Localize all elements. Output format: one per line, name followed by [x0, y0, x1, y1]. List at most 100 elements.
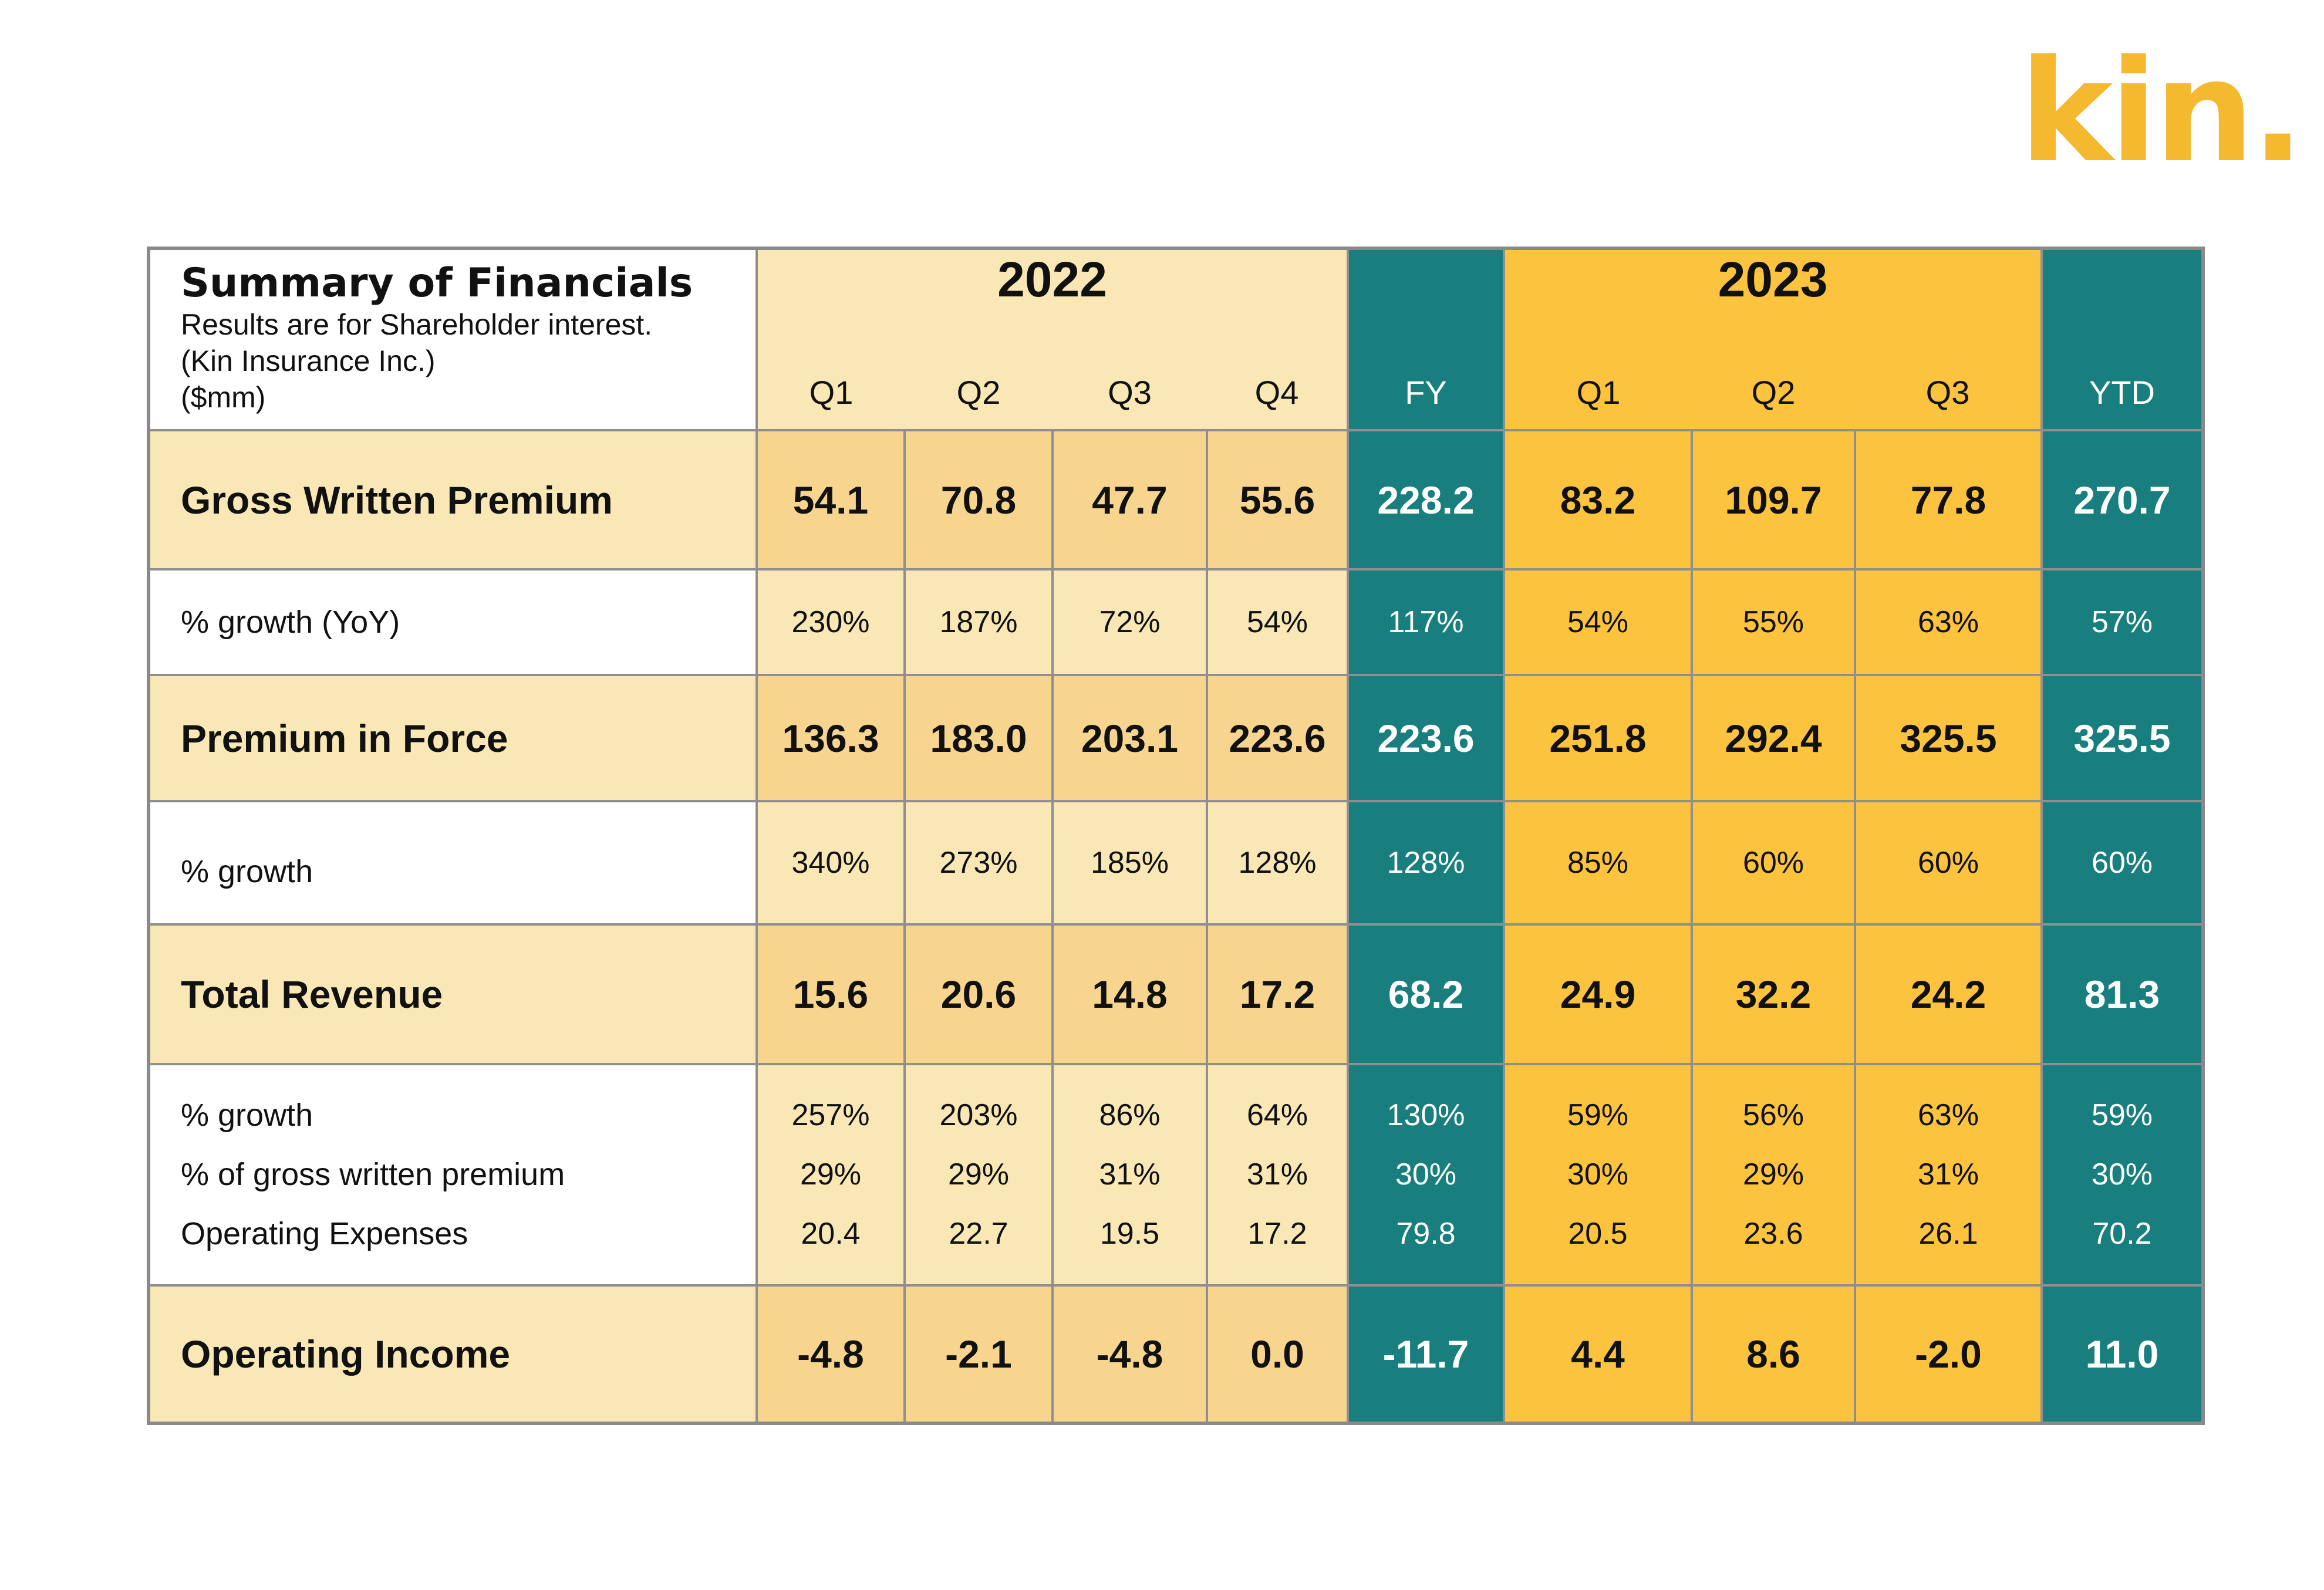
row-label-gwp: Gross Written Premium	[147, 429, 758, 570]
cell-value: 54%	[1206, 568, 1349, 676]
table-title: Summary of Financials	[181, 260, 693, 306]
cell-value: 70.8	[903, 429, 1054, 570]
col-header-2022-q1: Q1	[755, 333, 905, 431]
cell-group: 56% 29% 23.6	[1691, 1063, 1856, 1287]
cell-value: 15.6	[755, 923, 906, 1065]
col-header-2022-q3: Q3	[1053, 333, 1207, 431]
cell-group: 257% 29% 20.4	[755, 1063, 906, 1287]
kin-logo: kin.	[2019, 29, 2305, 194]
cell-value: 17.2	[1247, 1217, 1307, 1251]
cell-value: 31%	[1917, 1157, 1979, 1191]
cell-value: 187%	[903, 568, 1054, 676]
table-row: Gross Written Premium 54.1 70.8 47.7 55.…	[147, 429, 2204, 570]
table-subtitle-line: ($mm)	[181, 381, 266, 414]
cell-value: 257%	[791, 1098, 870, 1132]
table-header-title: Summary of Financials Results are for Sh…	[147, 247, 758, 431]
cell-value: 63%	[1917, 1098, 1979, 1132]
cell-value: 273%	[903, 800, 1054, 926]
cell-value: 32.2	[1691, 923, 1856, 1065]
cell-value: 17.2	[1206, 923, 1349, 1065]
cell-value: -11.7	[1347, 1284, 1505, 1424]
cell-value: 72%	[1051, 568, 1208, 676]
cell-value: 20.6	[903, 923, 1054, 1065]
cell-value: 183.0	[903, 674, 1054, 802]
cell-value: 136.3	[755, 674, 906, 802]
cell-group: 130% 30% 79.8	[1347, 1063, 1505, 1287]
financials-table: Summary of Financials Results are for Sh…	[147, 247, 2205, 1425]
cell-value: 270.7	[2040, 429, 2204, 570]
cell-value: 203%	[939, 1098, 1018, 1132]
row-label-pif-growth: % growth	[147, 800, 758, 926]
cell-value: 85%	[1503, 800, 1693, 926]
row-label-opex: Operating Expenses	[181, 1216, 468, 1251]
cell-value: 128%	[1206, 800, 1349, 926]
table-subtitle-line: (Kin Insurance Inc.)	[181, 345, 436, 377]
table-row: % growth (YoY) 230% 187% 72% 54% 117% 54…	[147, 568, 2204, 676]
cell-value: 128%	[1347, 800, 1505, 926]
cell-value: 251.8	[1503, 674, 1693, 802]
row-label-gwp-growth: % growth (YoY)	[147, 568, 758, 676]
cell-value: 340%	[755, 800, 906, 926]
cell-value: 223.6	[1206, 674, 1349, 802]
cell-value: 56%	[1742, 1098, 1804, 1132]
cell-value: 79.8	[1396, 1217, 1456, 1251]
cell-value: 20.4	[801, 1217, 861, 1251]
cell-value: 117%	[1347, 568, 1505, 676]
cell-value: 30%	[1567, 1157, 1629, 1191]
row-label-rev-pct-gwp: % of gross written premium	[181, 1157, 565, 1192]
table-subtitle-line: Results are for Shareholder interest.	[181, 308, 653, 341]
cell-value: 29%	[947, 1157, 1010, 1191]
cell-value: -4.8	[1051, 1284, 1208, 1424]
cell-value: 70.2	[2092, 1217, 2152, 1251]
year-2023-header: 2023	[1503, 247, 2043, 333]
cell-value: 30%	[2091, 1157, 2153, 1191]
cell-value: 86%	[1099, 1098, 1161, 1132]
cell-value: 130%	[1387, 1098, 1465, 1132]
cell-value: 14.8	[1051, 923, 1208, 1065]
cell-value: 29%	[1742, 1157, 1804, 1191]
cell-value: 24.2	[1854, 923, 2043, 1065]
cell-value: 54.1	[755, 429, 906, 570]
cell-group: 203% 29% 22.7	[903, 1063, 1054, 1287]
cell-value: 26.1	[1918, 1217, 1978, 1251]
cell-value: 325.5	[1854, 674, 2043, 802]
cell-value: 55%	[1691, 568, 1856, 676]
col-header-2022-q4: Q4	[1207, 333, 1349, 431]
cell-value: 60%	[2040, 800, 2204, 926]
cell-value: 22.7	[949, 1217, 1008, 1251]
cell-value: 59%	[1567, 1098, 1629, 1132]
cell-group: 64% 31% 17.2	[1206, 1063, 1349, 1287]
cell-value: 31%	[1099, 1157, 1161, 1191]
cell-value: 57%	[2040, 568, 2204, 676]
cell-value: 30%	[1395, 1157, 1457, 1191]
cell-value: -2.1	[903, 1284, 1054, 1424]
cell-value: 77.8	[1854, 429, 2043, 570]
cell-value: 83.2	[1503, 429, 1693, 570]
cell-value: 29%	[800, 1157, 862, 1191]
cell-value: 55.6	[1206, 429, 1349, 570]
cell-value: 47.7	[1051, 429, 1208, 570]
cell-value: 109.7	[1691, 429, 1856, 570]
col-header-ytd: YTD	[2040, 248, 2204, 431]
cell-value: 8.6	[1691, 1284, 1856, 1424]
table-row: Premium in Force 136.3 183.0 203.1 223.6…	[147, 674, 2204, 802]
row-label-revenue: Total Revenue	[147, 923, 758, 1065]
cell-value: 81.3	[2040, 923, 2204, 1065]
row-label-rev-growth: % growth	[181, 1098, 313, 1133]
cell-value: 0.0	[1206, 1284, 1349, 1424]
cell-value: 230%	[755, 568, 906, 676]
cell-group: 59% 30% 70.2	[2040, 1063, 2204, 1287]
row-label-op-income: Operating Income	[147, 1284, 758, 1424]
table-row: Total Revenue 15.6 20.6 14.8 17.2 68.2 2…	[147, 923, 2204, 1065]
cell-value: 54%	[1503, 568, 1693, 676]
cell-value: 19.5	[1099, 1217, 1160, 1251]
table-row: % growth % of gross written premium Oper…	[147, 1063, 2204, 1287]
col-header-fy: FY	[1347, 248, 1505, 431]
cell-value: -4.8	[755, 1284, 906, 1424]
cell-value: 223.6	[1347, 674, 1505, 802]
cell-value: 185%	[1051, 800, 1208, 926]
cell-value: 20.5	[1568, 1217, 1628, 1251]
cell-value: 11.0	[2040, 1284, 2204, 1424]
col-header-2022-q2: Q2	[905, 333, 1053, 431]
cell-value: 24.9	[1503, 923, 1693, 1065]
